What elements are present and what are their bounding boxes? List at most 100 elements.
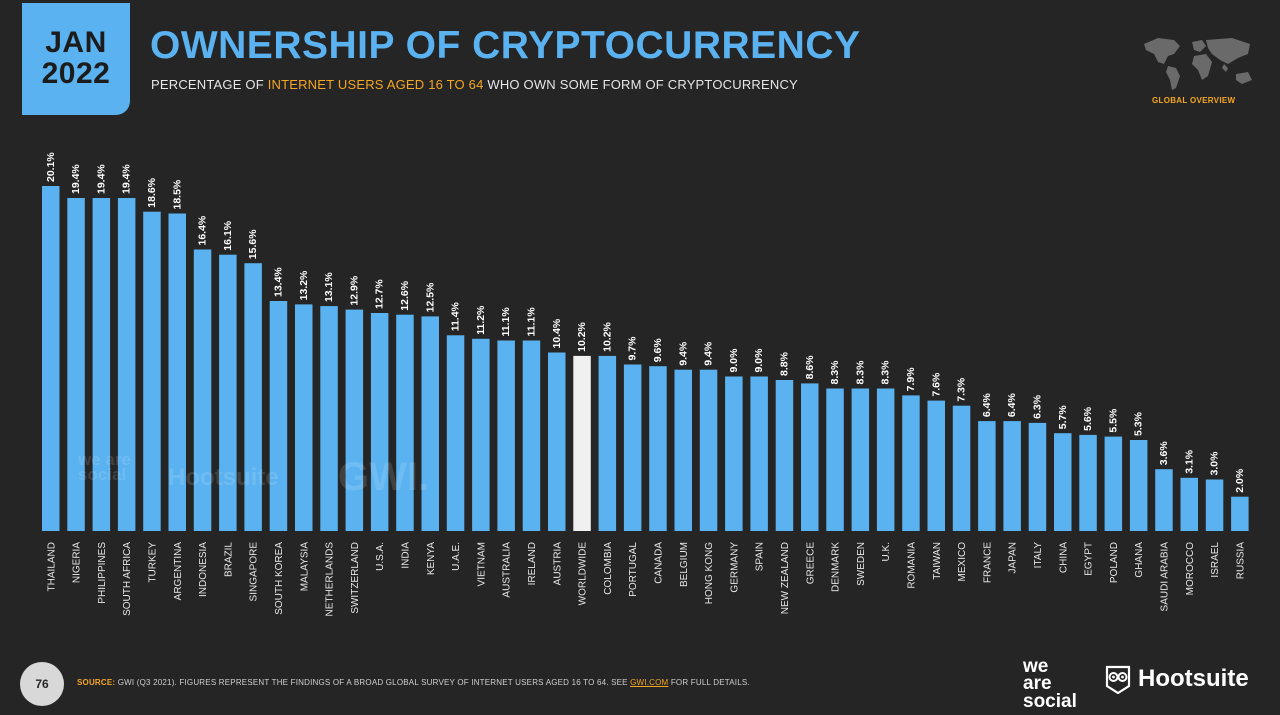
value-label: 7.9% <box>905 367 917 392</box>
bar <box>902 395 920 531</box>
bar <box>801 383 819 531</box>
bar <box>67 198 85 531</box>
value-label: 13.4% <box>273 267 285 297</box>
value-label: 19.4% <box>95 164 107 194</box>
bar <box>370 313 389 531</box>
bar <box>826 388 844 531</box>
category-label: U.K. <box>881 542 892 561</box>
category-label: MEXICO <box>957 542 968 582</box>
category-label: SWEDEN <box>856 542 867 586</box>
value-label: 8.6% <box>804 355 816 380</box>
bar <box>573 355 591 531</box>
bar <box>244 263 262 531</box>
category-label: GERMANY <box>729 542 740 593</box>
value-label: 11.1% <box>526 307 538 337</box>
bar <box>1129 440 1148 531</box>
bar <box>725 376 743 531</box>
category-label: NIGERIA <box>72 542 83 583</box>
value-label: 8.3% <box>880 360 892 385</box>
value-label: 3.6% <box>1158 441 1170 466</box>
bar <box>674 369 692 531</box>
we-are-social-logo: we are social <box>1023 656 1077 712</box>
bar <box>598 355 617 531</box>
category-label: AUSTRIA <box>552 542 563 586</box>
category-label: COLOMBIA <box>603 542 614 595</box>
bar <box>472 338 490 531</box>
bar <box>522 340 541 531</box>
category-label: ITALY <box>1033 542 1044 569</box>
value-label: 9.7% <box>627 336 639 361</box>
bar <box>320 306 338 531</box>
category-label: ARGENTINA <box>173 542 184 601</box>
bar <box>775 380 794 531</box>
value-label: 18.5% <box>171 179 183 209</box>
value-label: 5.3% <box>1133 411 1145 436</box>
category-label: SOUTH AFRICA <box>122 542 133 616</box>
bar <box>876 388 895 531</box>
bar <box>219 254 237 531</box>
value-label: 5.5% <box>1107 408 1119 433</box>
brand-social: social <box>1023 690 1077 712</box>
bar <box>143 211 161 531</box>
bar <box>421 316 439 531</box>
brand-we: we <box>1023 656 1049 677</box>
value-label: 19.4% <box>121 164 133 194</box>
value-label: 11.2% <box>475 305 487 335</box>
bar <box>269 301 288 531</box>
bar <box>1079 434 1097 531</box>
value-label: 12.9% <box>348 275 360 305</box>
date-year: 2022 <box>41 57 111 90</box>
bar <box>295 304 313 531</box>
source-text: GWI (Q3 2021). FIGURES REPRESENT THE FIN… <box>115 678 631 687</box>
source-link[interactable]: GWI.COM <box>630 678 669 687</box>
value-label: 19.4% <box>70 164 82 194</box>
category-label: SWITZERLAND <box>350 542 361 614</box>
category-label: THAILAND <box>46 542 57 591</box>
category-label: FRANCE <box>982 542 993 583</box>
bar <box>193 249 212 531</box>
value-label: 9.0% <box>753 348 765 373</box>
category-label: INDONESIA <box>198 542 209 597</box>
category-label: NETHERLANDS <box>325 542 336 617</box>
category-label: VIETNAM <box>476 542 487 586</box>
hootsuite-logo: Hootsuite <box>1104 664 1249 694</box>
bar <box>42 186 60 531</box>
value-label: 9.0% <box>728 348 740 373</box>
date-badge: JAN 2022 <box>22 3 130 115</box>
value-label: 8.8% <box>779 351 791 376</box>
value-label: 8.3% <box>854 360 866 385</box>
bar <box>92 198 111 531</box>
category-label: SAUDI ARABIA <box>1160 542 1171 612</box>
value-label: 7.6% <box>930 372 942 397</box>
value-label: 8.3% <box>829 360 841 385</box>
subtitle-highlight: INTERNET USERS AGED 16 TO 64 <box>267 77 484 92</box>
value-label: 6.3% <box>1032 394 1044 419</box>
category-label: AUSTRALIA <box>502 542 513 598</box>
value-label: 3.0% <box>1209 451 1221 476</box>
category-label: SPAIN <box>755 542 766 571</box>
value-label: 13.2% <box>298 270 310 300</box>
bar <box>978 421 996 531</box>
value-label: 11.1% <box>500 307 512 337</box>
subtitle-after: WHO OWN SOME FORM OF CRYPTOCURRENCY <box>483 77 798 92</box>
category-label: JAPAN <box>1008 542 1019 574</box>
bar <box>649 366 667 531</box>
bar <box>168 213 186 531</box>
bar <box>1180 477 1198 531</box>
value-label: 6.4% <box>981 393 993 418</box>
bar <box>699 369 718 531</box>
bar <box>1155 469 1173 531</box>
world-map-icon <box>1144 38 1252 90</box>
category-label: PHILIPPINES <box>97 542 108 604</box>
value-label: 16.1% <box>222 220 234 250</box>
value-label: 3.1% <box>1183 449 1195 474</box>
global-overview-label: GLOBAL OVERVIEW <box>1152 96 1236 105</box>
value-label: 12.7% <box>374 279 386 309</box>
category-label: WORLDWIDE <box>578 542 589 606</box>
value-label: 10.2% <box>576 321 588 351</box>
value-label: 6.4% <box>1006 393 1018 418</box>
category-label: MALAYSIA <box>299 542 310 592</box>
bar <box>548 352 566 531</box>
category-label: TURKEY <box>147 542 158 583</box>
